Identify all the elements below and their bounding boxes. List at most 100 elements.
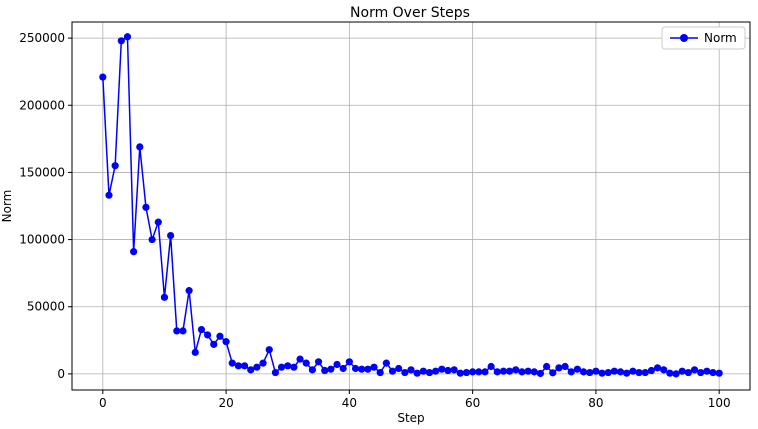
data-point bbox=[105, 191, 113, 199]
data-point bbox=[592, 367, 600, 375]
data-point bbox=[573, 365, 582, 373]
data-point bbox=[314, 358, 323, 366]
data-point bbox=[512, 366, 520, 374]
data-point bbox=[456, 369, 464, 377]
data-point bbox=[228, 359, 236, 367]
data-point bbox=[629, 367, 637, 375]
data-point bbox=[247, 366, 255, 374]
data-point bbox=[216, 332, 224, 340]
data-point bbox=[382, 359, 390, 367]
x-tick-label: 40 bbox=[342, 396, 357, 410]
data-point bbox=[703, 367, 711, 375]
x-tick-label: 60 bbox=[465, 396, 480, 410]
data-point bbox=[493, 368, 501, 376]
data-point bbox=[296, 355, 304, 363]
data-point bbox=[690, 366, 699, 374]
data-point bbox=[222, 338, 230, 346]
data-point bbox=[345, 358, 353, 366]
chart-title: Norm Over Steps bbox=[350, 5, 470, 21]
data-point bbox=[111, 162, 119, 170]
data-point bbox=[469, 368, 477, 376]
data-point bbox=[388, 367, 397, 375]
series-norm bbox=[99, 33, 723, 378]
data-point bbox=[419, 367, 427, 375]
series-line-norm bbox=[102, 36, 720, 375]
data-point bbox=[290, 363, 298, 371]
data-point bbox=[333, 360, 341, 369]
data-point bbox=[684, 368, 692, 377]
x-axis-label: Step bbox=[397, 411, 424, 425]
legend-label-norm: Norm bbox=[704, 31, 737, 45]
data-point bbox=[481, 368, 489, 376]
data-point bbox=[234, 362, 243, 370]
data-point bbox=[555, 364, 563, 372]
data-point bbox=[616, 368, 625, 376]
data-point bbox=[160, 293, 169, 301]
y-tick-label: 150000 bbox=[19, 165, 65, 179]
data-point bbox=[370, 363, 378, 371]
axis-ticks: 0 20 40 60 80 100 0 50000 100000 150000 200000 2500… bbox=[19, 31, 730, 410]
data-point bbox=[401, 368, 409, 377]
data-point bbox=[154, 218, 162, 226]
data-point bbox=[327, 365, 335, 373]
data-point bbox=[148, 235, 156, 244]
data-point bbox=[715, 369, 723, 377]
y-tick-label: 50000 bbox=[27, 300, 65, 314]
data-point bbox=[444, 366, 452, 375]
data-point bbox=[549, 369, 557, 377]
data-point bbox=[167, 231, 175, 240]
data-point bbox=[567, 368, 575, 376]
data-point bbox=[536, 369, 545, 378]
x-tick-label: 80 bbox=[588, 396, 603, 410]
data-point bbox=[136, 143, 144, 151]
data-point bbox=[308, 366, 316, 374]
data-point bbox=[487, 362, 495, 371]
data-point bbox=[653, 364, 662, 372]
data-point bbox=[561, 362, 569, 371]
data-point bbox=[425, 368, 434, 377]
data-point bbox=[142, 203, 150, 211]
data-point bbox=[543, 362, 551, 371]
data-point bbox=[265, 346, 273, 354]
data-point bbox=[623, 369, 631, 377]
legend-marker-norm bbox=[680, 34, 688, 42]
x-tick-label: 20 bbox=[218, 396, 233, 410]
data-point bbox=[204, 331, 212, 339]
data-point bbox=[604, 368, 612, 377]
y-axis-label: Norm bbox=[0, 190, 14, 223]
data-point bbox=[598, 369, 606, 377]
data-point bbox=[358, 365, 366, 373]
x-tick-label: 0 bbox=[99, 396, 107, 410]
data-point bbox=[321, 366, 329, 375]
data-point bbox=[407, 366, 415, 374]
data-point bbox=[666, 369, 674, 377]
data-point bbox=[530, 368, 538, 376]
data-point bbox=[395, 364, 403, 373]
data-point bbox=[647, 366, 655, 375]
data-point bbox=[185, 287, 193, 295]
data-point bbox=[678, 367, 686, 375]
data-point bbox=[376, 368, 384, 377]
data-point bbox=[277, 363, 286, 371]
data-point bbox=[240, 362, 249, 370]
data-point bbox=[339, 364, 347, 373]
data-point bbox=[518, 368, 526, 376]
y-tick-label: 0 bbox=[57, 367, 65, 381]
data-point bbox=[462, 368, 471, 377]
data-point bbox=[610, 367, 619, 375]
data-point bbox=[413, 369, 421, 377]
data-point bbox=[302, 359, 310, 367]
data-point bbox=[524, 367, 532, 375]
data-point bbox=[635, 368, 643, 377]
data-point bbox=[197, 325, 206, 334]
y-tick-label: 200000 bbox=[19, 98, 65, 112]
legend: Norm bbox=[661, 26, 746, 50]
data-point bbox=[99, 73, 107, 81]
data-point bbox=[438, 365, 446, 373]
y-tick-label: 100000 bbox=[19, 233, 65, 247]
data-point bbox=[210, 340, 218, 348]
data-point bbox=[641, 368, 649, 377]
grid-lines bbox=[72, 22, 750, 390]
data-point bbox=[506, 367, 514, 375]
